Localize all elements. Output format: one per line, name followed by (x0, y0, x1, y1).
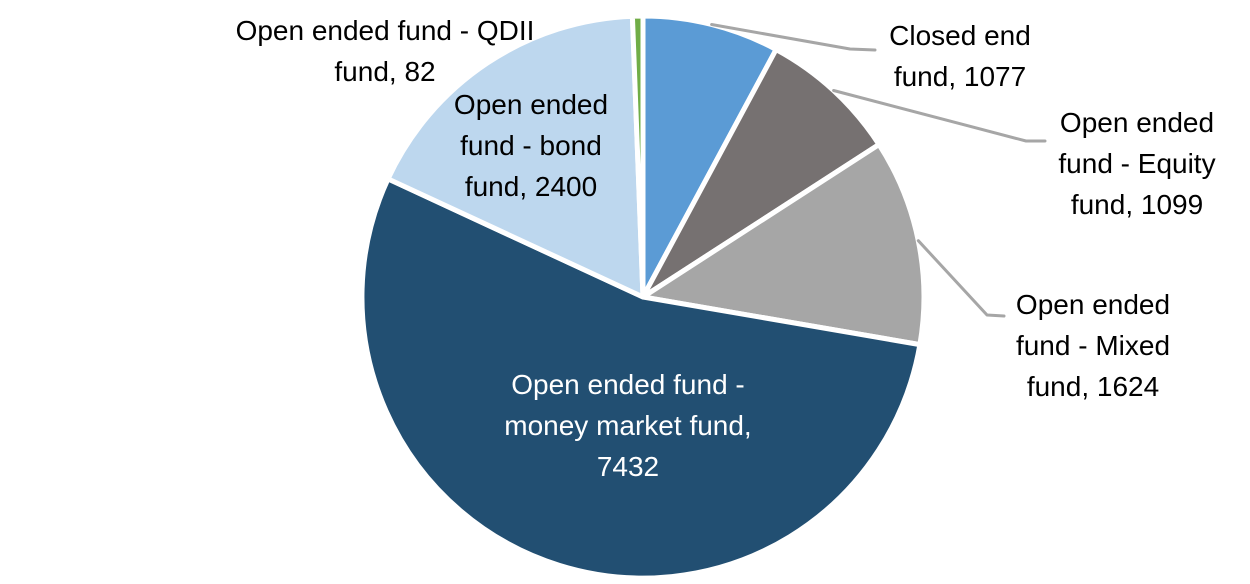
data-label-line: fund - Equity (1058, 148, 1216, 179)
pie-slice-5 (629, 13, 646, 300)
data-label-line: Open ended (453, 89, 609, 120)
data-label-line: fund, 1099 (1070, 189, 1204, 220)
leader-line-0 (710, 23, 877, 52)
data-label-line: fund, 1624 (1026, 371, 1160, 402)
data-label-line: fund, 82 (334, 56, 436, 87)
data-label-line: money market fund, (504, 410, 752, 441)
data-label-line: fund - bond (460, 130, 602, 161)
data-label-line: fund, 2400 (464, 171, 598, 202)
data-label-line: Open ended fund - (511, 369, 745, 400)
leader-line-1 (832, 89, 1047, 143)
pie-slice-3 (359, 176, 923, 581)
data-label-mixed-fund: Open ended fund - Mixed fund, 1624 (968, 284, 1218, 407)
data-label-line: Closed end (889, 20, 1031, 51)
data-label-bond-fund: Open ended fund - bond fund, 2400 (401, 84, 661, 207)
data-label-line: Open ended fund - QDII (235, 15, 535, 46)
data-label-line: fund, 1077 (893, 61, 1027, 92)
data-label-line: Open ended (1059, 107, 1215, 138)
data-label-line: 7432 (596, 451, 660, 482)
data-label-closed-end-fund: Closed end fund, 1077 (840, 15, 1080, 97)
data-label-money-market-fund: Open ended fund - money market fund, 743… (468, 364, 788, 487)
data-label-line: fund - Mixed (1015, 330, 1171, 361)
data-label-equity-fund: Open ended fund - Equity fund, 1099 (1012, 102, 1250, 225)
pie-slice-4 (385, 13, 646, 300)
data-label-line: Open ended (1015, 289, 1171, 320)
data-label-qdii-fund: Open ended fund - QDII fund, 82 (205, 10, 565, 92)
leader-line-2 (916, 239, 1006, 318)
